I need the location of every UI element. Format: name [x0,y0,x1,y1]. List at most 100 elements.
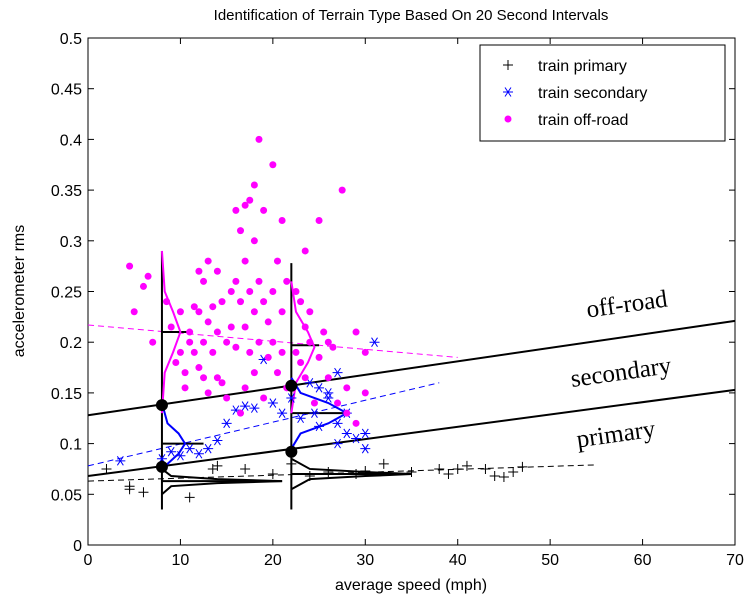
point [218,379,226,387]
point [167,323,175,331]
point [264,318,272,326]
point [232,206,240,214]
point [250,308,258,316]
point [361,348,369,356]
y-tick-label: 0.15 [51,386,82,403]
point [324,338,332,346]
point [246,196,254,204]
x-tick-label: 70 [726,552,744,569]
point [200,374,208,382]
point [306,308,314,316]
point [250,237,258,245]
point [221,418,232,429]
point [360,428,371,439]
point [314,383,325,393]
point [149,338,157,346]
point [310,399,318,407]
y-tick-label: 0.45 [51,82,82,99]
line [161,468,283,496]
point [452,463,463,474]
point [223,394,231,402]
point [295,413,306,424]
point [249,403,260,413]
point [200,338,208,346]
point [255,135,263,143]
point [278,348,286,356]
point [297,358,305,366]
point [184,492,195,503]
point [343,409,351,417]
point [264,353,272,361]
y-tick-label: 0.25 [51,285,82,302]
point [286,458,297,469]
point [503,60,513,70]
point [301,374,309,382]
point [101,463,112,474]
point [504,115,512,123]
point [209,303,217,311]
point [139,282,147,290]
y-tick-label: 0.35 [51,183,82,200]
point [218,298,226,306]
point [172,358,180,366]
point [186,338,194,346]
point [480,463,491,474]
point [434,463,445,474]
point [213,267,221,275]
point [273,369,281,377]
line [87,388,736,478]
point [204,318,212,326]
point [193,448,204,459]
point [278,217,286,225]
point [332,367,343,378]
point [315,353,323,361]
point [241,257,249,265]
point [260,298,268,306]
point [138,487,149,498]
chart-title: Identification of Terrain Type Based On … [214,7,609,24]
point [212,435,223,446]
x-tick-label: 50 [541,552,559,569]
point [190,303,198,311]
marker [285,445,298,458]
point [323,466,334,477]
point [329,343,337,351]
point [332,418,343,429]
point [186,328,194,336]
point [269,288,277,295]
y-tick-label: 0 [73,538,82,555]
point [309,408,320,418]
point [227,288,235,295]
point [461,460,472,471]
point [315,217,323,225]
point [184,443,195,454]
point [237,298,245,306]
point [503,87,513,97]
point [343,384,351,392]
point [351,433,362,444]
point [213,328,221,336]
y-tick-label: 0.3 [60,234,82,251]
point [517,461,528,472]
point [200,277,208,285]
point [360,465,371,476]
x-tick-label: 0 [84,552,93,569]
point [232,277,240,285]
point [237,227,245,235]
x-tick-label: 60 [634,552,652,569]
line [160,402,187,470]
line [87,319,736,417]
point [130,308,138,316]
point [213,374,221,382]
point [508,466,519,477]
point [255,338,263,346]
marker [155,399,168,412]
point [498,472,509,483]
point [126,262,134,270]
point [443,469,454,480]
point [232,343,240,351]
y-axis-label: accelerometer rms [11,225,28,357]
point [175,450,186,461]
x-tick-label: 30 [356,552,374,569]
point [241,201,249,209]
